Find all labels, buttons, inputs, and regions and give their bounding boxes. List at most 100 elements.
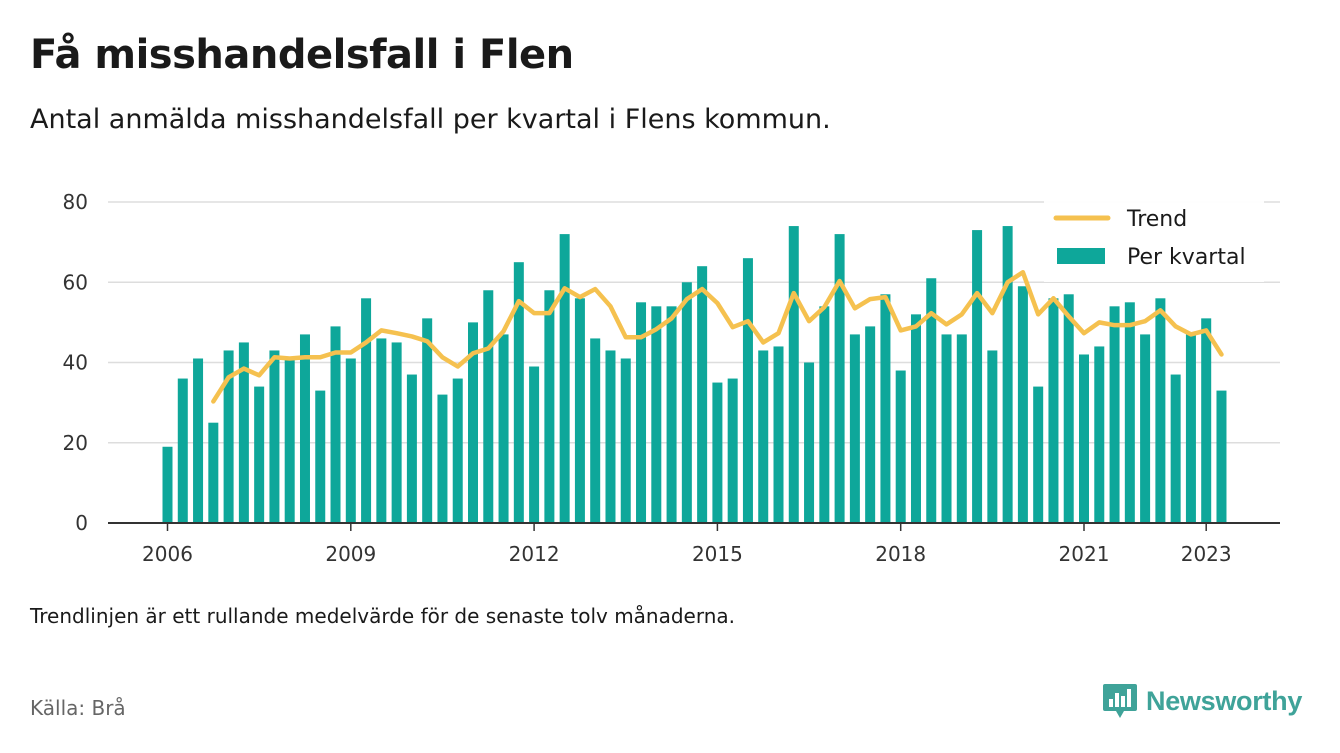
x-tick-label: 2023 xyxy=(1181,542,1232,566)
bar xyxy=(544,290,555,523)
x-tick-label: 2015 xyxy=(692,542,743,566)
bar xyxy=(345,358,356,523)
x-axis-ticks: 2006 2009 2012 2015 2018 2021 2023 xyxy=(142,523,1232,566)
bar xyxy=(712,382,723,523)
bar xyxy=(880,294,891,523)
bar xyxy=(636,302,647,523)
bar xyxy=(223,350,234,523)
bar xyxy=(697,266,708,523)
bar xyxy=(1140,334,1151,523)
bar xyxy=(956,334,967,523)
bar xyxy=(681,282,692,523)
bar xyxy=(406,374,417,523)
bar xyxy=(162,446,173,523)
y-tick-label: 40 xyxy=(63,351,88,375)
bar xyxy=(987,350,998,523)
bar xyxy=(1124,302,1135,523)
bar xyxy=(376,338,387,523)
y-tick-label: 80 xyxy=(63,190,88,214)
bar-line-chart: 0 20 40 60 80 2006 2009 2012 2015 2018 2021 2023 T… xyxy=(63,190,1280,566)
bar xyxy=(422,318,433,523)
legend: Trend Per kvartal xyxy=(1044,196,1264,282)
bar xyxy=(849,334,860,523)
x-tick-label: 2012 xyxy=(509,542,560,566)
bar xyxy=(926,278,937,523)
bar xyxy=(666,306,677,523)
y-tick-label: 60 xyxy=(63,270,88,294)
bar xyxy=(834,234,845,523)
bar xyxy=(972,230,983,523)
line-series-trend xyxy=(211,269,1224,404)
chart-title: Få misshandelsfall i Flen xyxy=(30,32,574,78)
trend-line xyxy=(211,269,1224,404)
bar xyxy=(1109,306,1120,523)
bar xyxy=(742,258,753,523)
bar xyxy=(391,342,402,523)
bar xyxy=(1094,346,1105,523)
bar xyxy=(895,370,906,523)
bar xyxy=(620,358,631,523)
bar xyxy=(284,358,295,523)
bar xyxy=(437,394,448,523)
bar xyxy=(1017,286,1028,523)
y-tick-label: 20 xyxy=(63,431,88,455)
bar xyxy=(529,366,540,523)
bar xyxy=(910,314,921,523)
x-tick-label: 2006 xyxy=(142,542,193,566)
bar xyxy=(177,378,188,523)
bar xyxy=(1063,294,1074,523)
bar xyxy=(1216,390,1227,523)
bar xyxy=(1170,374,1181,523)
bar xyxy=(330,326,341,523)
bar xyxy=(299,334,310,523)
bar xyxy=(773,346,784,523)
brand-logo: Newsworthy xyxy=(1102,682,1302,720)
bar xyxy=(1002,226,1013,523)
bar-series-per-kvartal xyxy=(162,226,1227,524)
bar xyxy=(361,298,372,523)
bar xyxy=(819,306,830,523)
bar xyxy=(513,262,524,523)
bar xyxy=(1048,298,1059,523)
bar xyxy=(1185,334,1196,523)
legend-label-per-kvartal: Per kvartal xyxy=(1127,245,1246,270)
legend-swatch-per-kvartal xyxy=(1057,248,1105,264)
bar xyxy=(315,390,326,523)
bar xyxy=(559,234,570,523)
bar xyxy=(254,386,265,523)
bar xyxy=(238,342,249,523)
bar xyxy=(452,378,463,523)
y-axis-ticks: 0 20 40 60 80 xyxy=(63,190,88,535)
bar xyxy=(468,322,478,524)
bar xyxy=(605,350,616,523)
newsworthy-logo-icon xyxy=(1103,684,1137,718)
bar xyxy=(941,334,952,523)
bar xyxy=(574,298,585,523)
bar xyxy=(269,350,280,523)
chart-note: Trendlinjen är ett rullande medelvärde f… xyxy=(30,604,736,628)
y-tick-label: 0 xyxy=(75,511,88,535)
bar xyxy=(483,290,494,523)
bar xyxy=(727,378,738,523)
x-tick-label: 2018 xyxy=(875,542,926,566)
bar xyxy=(590,338,601,523)
bar xyxy=(1155,298,1166,523)
bar xyxy=(1033,386,1044,523)
brand-name: Newsworthy xyxy=(1146,685,1303,716)
x-tick-label: 2021 xyxy=(1059,542,1110,566)
legend-background xyxy=(1044,196,1264,282)
bar xyxy=(865,326,876,523)
bar xyxy=(1079,354,1089,523)
bar xyxy=(804,362,815,523)
chart-subtitle: Antal anmälda misshandelsfall per kvarta… xyxy=(30,104,831,135)
bar xyxy=(498,334,509,523)
x-tick-label: 2009 xyxy=(325,542,376,566)
source-credit: Källa: Brå xyxy=(30,696,126,720)
bar xyxy=(758,350,769,523)
bar xyxy=(208,422,219,523)
bar xyxy=(788,226,799,523)
bar xyxy=(193,358,204,523)
bar xyxy=(651,306,662,523)
bar xyxy=(1201,318,1212,523)
legend-label-trend: Trend xyxy=(1126,207,1187,232)
